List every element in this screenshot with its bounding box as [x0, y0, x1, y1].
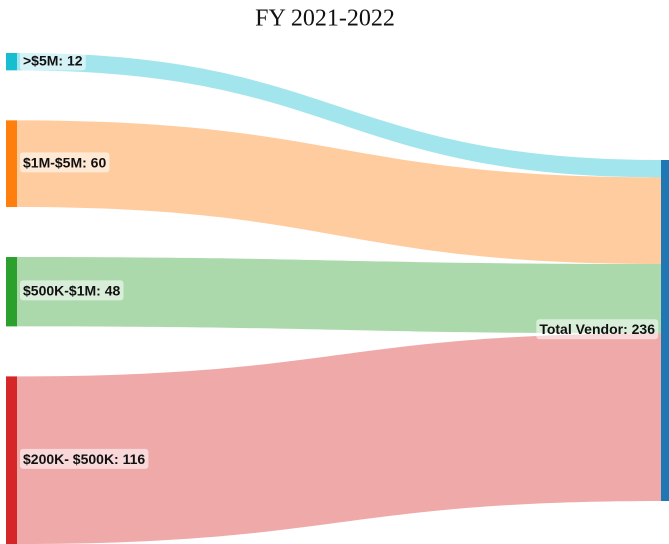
node-label: $200K- $500K: 116 — [23, 451, 145, 467]
node-label: $1M-$5M: 60 — [23, 154, 106, 170]
node-label: >$5M: 12 — [23, 52, 83, 68]
label-background — [20, 152, 110, 173]
link — [17, 257, 661, 334]
node — [6, 53, 17, 71]
chart-title: FY 2021-2022 — [255, 6, 395, 32]
link — [17, 333, 661, 544]
node — [6, 120, 17, 208]
node — [661, 160, 669, 502]
node-label: $500K-$1M: 48 — [23, 282, 120, 298]
label-background — [536, 319, 659, 340]
label-background — [20, 448, 149, 469]
node-label: Total Vendor: 236 — [539, 321, 655, 337]
node — [6, 376, 17, 544]
label-background — [20, 280, 124, 301]
link — [17, 120, 661, 265]
node — [6, 257, 17, 327]
link — [17, 53, 661, 178]
label-background — [20, 50, 86, 71]
